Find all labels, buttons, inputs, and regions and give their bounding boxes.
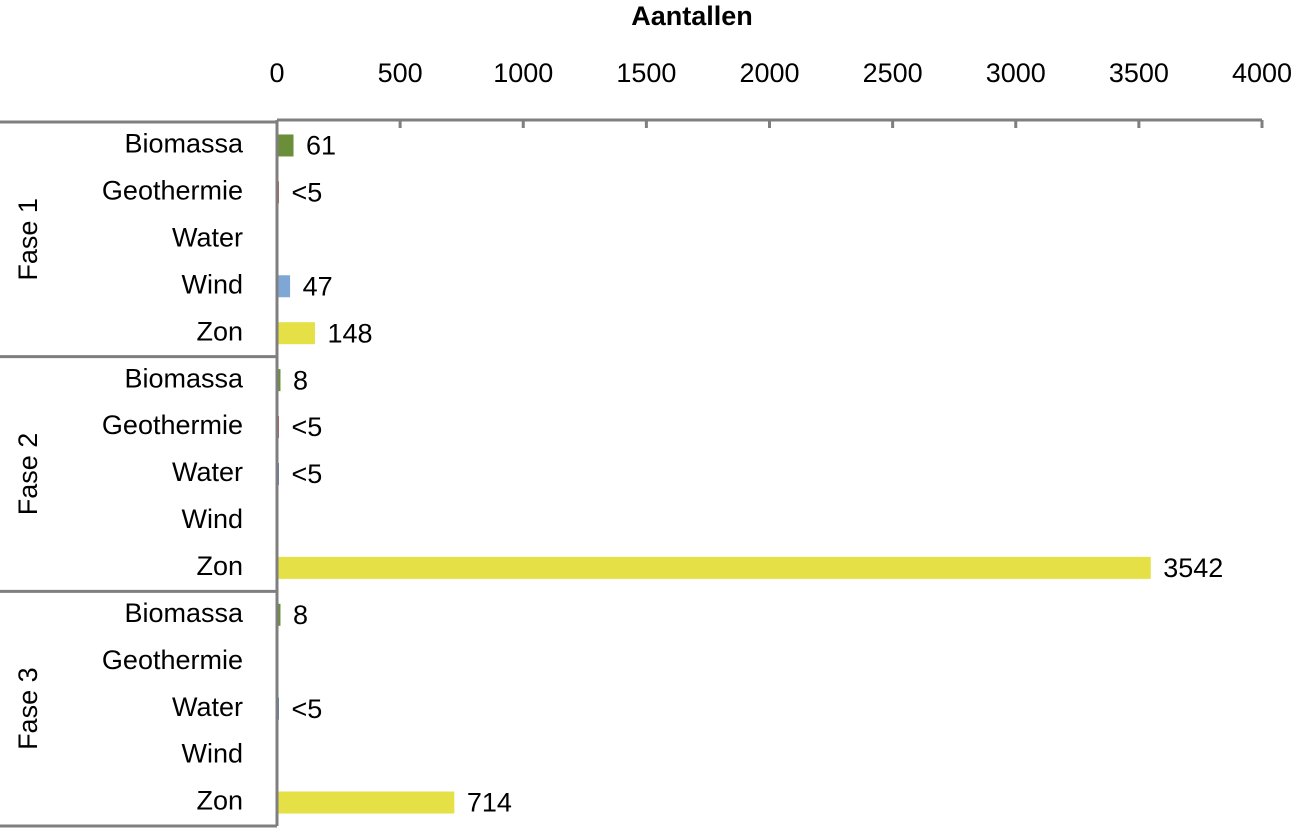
y-tick-label: Water	[172, 457, 243, 487]
y-tick-label: Biomassa	[124, 598, 244, 628]
value-label: 714	[467, 788, 512, 818]
group-label: Fase 3	[13, 667, 43, 750]
bar	[278, 275, 291, 298]
value-label: 47	[303, 271, 333, 301]
x-tick-label: 500	[378, 58, 423, 88]
bar	[278, 791, 455, 814]
y-tick-label: Geothermie	[102, 410, 243, 440]
x-tick-label: 1000	[493, 58, 553, 88]
bar	[278, 369, 281, 392]
y-tick-label: Wind	[181, 504, 243, 534]
value-label: 61	[306, 131, 336, 161]
x-tick-label: 3500	[1109, 58, 1169, 88]
value-label: <5	[291, 694, 322, 724]
y-tick-label: Geothermie	[102, 176, 243, 206]
bar	[278, 556, 1151, 579]
y-tick-label: Wind	[181, 739, 243, 769]
group-label: Fase 2	[13, 433, 43, 516]
y-tick-label: Geothermie	[102, 645, 243, 675]
value-label: 8	[293, 600, 308, 630]
bar	[278, 134, 294, 157]
x-tick-label: 1500	[616, 58, 676, 88]
value-label: 8	[293, 365, 308, 395]
y-tick-label: Water	[172, 692, 243, 722]
y-tick-label: Zon	[196, 551, 243, 581]
chart-title: Aantallen	[631, 1, 753, 31]
bar	[278, 603, 281, 626]
y-tick-label: Zon	[196, 786, 243, 816]
value-label: 148	[327, 318, 372, 348]
x-tick-label: 2500	[863, 58, 923, 88]
y-tick-label: Water	[172, 222, 243, 252]
value-label: 3542	[1163, 553, 1223, 583]
group-label: Fase 1	[13, 198, 43, 281]
x-tick-label: 2000	[739, 58, 799, 88]
x-tick-label: 3000	[986, 58, 1046, 88]
value-label: <5	[291, 178, 322, 208]
y-tick-label: Biomassa	[124, 363, 244, 393]
y-tick-label: Wind	[181, 269, 243, 299]
y-tick-label: Biomassa	[124, 129, 244, 159]
y-tick-label: Zon	[196, 316, 243, 346]
value-label: <5	[291, 412, 322, 442]
value-label: <5	[291, 459, 322, 489]
x-tick-label: 4000	[1232, 58, 1292, 88]
bar	[278, 322, 315, 345]
x-tick-label: 0	[269, 58, 284, 88]
